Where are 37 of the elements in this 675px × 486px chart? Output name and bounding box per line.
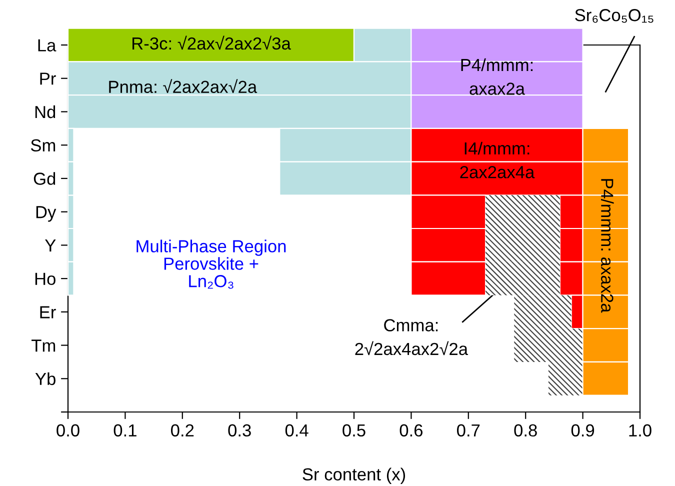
bar xyxy=(486,195,560,228)
x-tick-label: 0.1 xyxy=(114,424,136,437)
x-tick-label: 0.0 xyxy=(56,424,80,437)
bar xyxy=(514,295,572,329)
x-tick-label: 0.7 xyxy=(457,424,480,437)
series-label: I4/mmm: 2ax2ax4a xyxy=(460,142,535,178)
y-tick-label: Y xyxy=(44,240,56,252)
x-tick-label: 0.6 xyxy=(400,424,423,437)
x-tick-label: 0.5 xyxy=(342,424,366,437)
text: Sr₆Co₅O₁₅ xyxy=(575,9,654,23)
series-label: Pnma: √2ax2ax√2a xyxy=(109,79,258,94)
x-tick-label: 0.8 xyxy=(514,424,537,437)
series-label: P4/mmm: axax2a xyxy=(601,179,614,313)
y-tick-label: La xyxy=(38,39,56,52)
bar xyxy=(548,362,583,396)
y-tick-label: Sm xyxy=(30,139,56,152)
annotation: Multi-Phase Region Perovskite + Ln₂O₃ xyxy=(136,240,286,289)
y-tick-label: Pr xyxy=(40,72,56,85)
x-tick-label: 0.2 xyxy=(171,424,194,437)
x-tick-label: 1.0 xyxy=(629,424,652,437)
x-axis-title: Sr content (x) xyxy=(302,468,406,484)
series-label: R-3c: √2ax√2ax2√3a xyxy=(132,36,291,50)
bar xyxy=(514,328,583,362)
x-tick-label: 0.4 xyxy=(285,424,308,437)
y-tick-label: Yb xyxy=(35,372,56,386)
bar xyxy=(486,228,560,262)
y-tick-label: Gd xyxy=(34,172,56,185)
y-tick-label: Ho xyxy=(35,272,56,286)
y-tick-label: Nd xyxy=(35,105,56,118)
y-tick-label: Er xyxy=(40,306,56,318)
series-label: Cmma: 2√2ax4ax2√2a xyxy=(355,319,468,356)
x-tick-label: 0.3 xyxy=(228,424,251,437)
y-tick-label: Tm xyxy=(32,340,56,352)
bar xyxy=(486,262,560,296)
x-tick-label: 0.9 xyxy=(571,424,594,437)
y-tick-label: Dy xyxy=(36,206,56,222)
series-label: P4/mmm: axax2a xyxy=(461,58,533,95)
